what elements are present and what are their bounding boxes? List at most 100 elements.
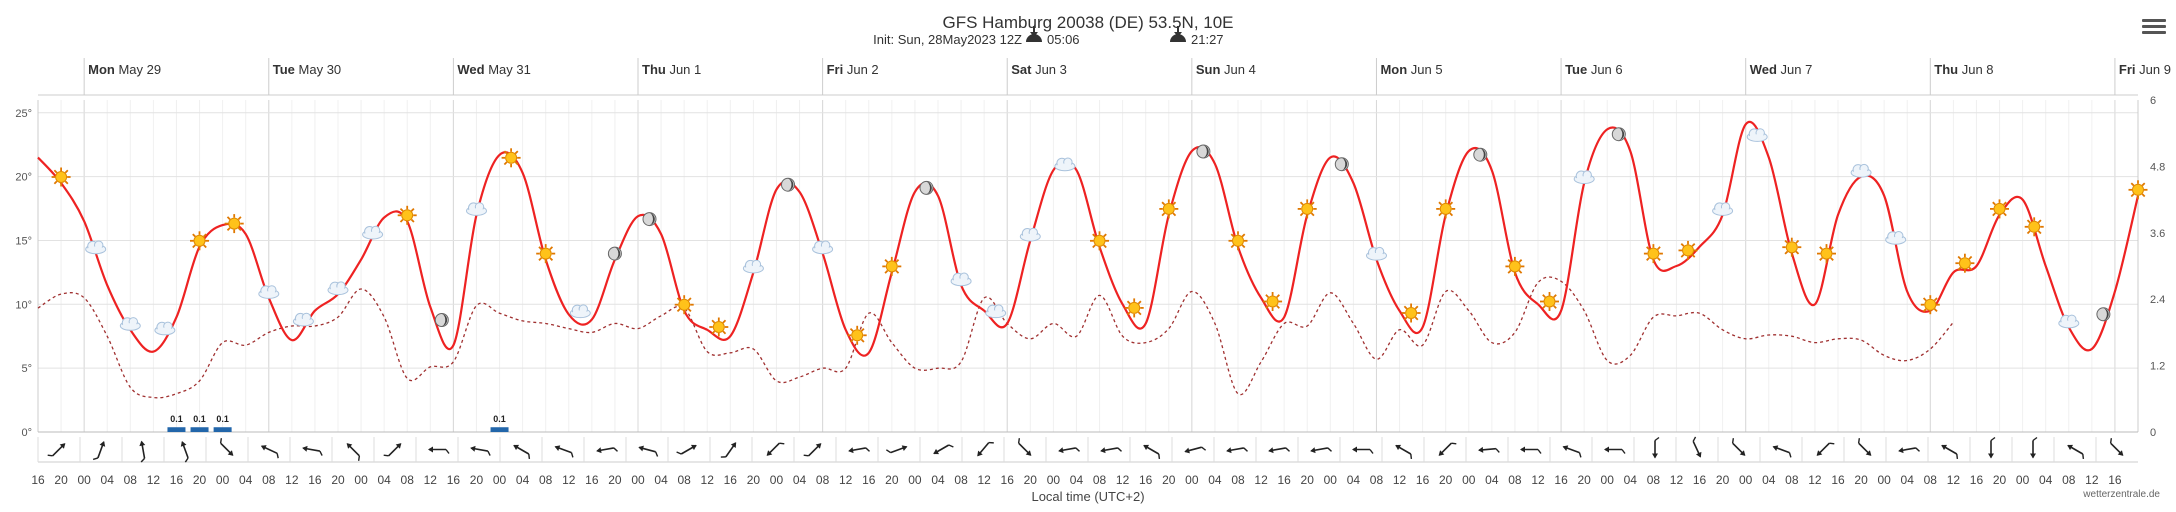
sun-icon xyxy=(1159,199,1179,219)
ytick-right: 4.8 xyxy=(2150,161,2165,173)
moon-icon xyxy=(2096,307,2111,322)
wind-arrow xyxy=(180,441,189,463)
wind-arrow xyxy=(428,446,450,454)
wind-arrow xyxy=(1268,447,1290,454)
wind-arrow xyxy=(676,444,697,455)
sun-icon xyxy=(397,205,417,225)
sunrise-time: 05:06 xyxy=(1047,32,1080,47)
sun-icon xyxy=(1678,240,1698,260)
menu-icon[interactable] xyxy=(2142,16,2166,38)
cloud-icon xyxy=(1850,163,1872,178)
hour-label: 16 xyxy=(585,473,599,487)
hour-label: 12 xyxy=(701,473,715,487)
hour-label: 16 xyxy=(724,473,738,487)
wind-arrow xyxy=(470,445,491,456)
ytick-left: 25° xyxy=(15,108,32,120)
sun-icon xyxy=(674,295,694,315)
ytick-left: 15° xyxy=(15,235,32,247)
wind-arrow xyxy=(139,440,146,463)
wind-arrow xyxy=(1058,447,1080,454)
moon-icon xyxy=(919,180,934,195)
day-label: Sat Jun 3 xyxy=(1011,62,1067,77)
precip-label: 0.1 xyxy=(216,414,229,424)
hour-label: 00 xyxy=(354,473,368,487)
day-label: Fri Jun 2 xyxy=(827,62,879,77)
hour-label: 04 xyxy=(1347,473,1361,487)
hour-label: 04 xyxy=(793,473,807,487)
day-label: Fri Jun 9 xyxy=(2119,62,2171,77)
wind-arrow xyxy=(1520,446,1542,454)
moon-icon xyxy=(1334,157,1349,172)
hour-label: 16 xyxy=(170,473,184,487)
hour-label: 20 xyxy=(1439,473,1453,487)
hour-label: 00 xyxy=(1739,473,1753,487)
precip-bar xyxy=(167,427,186,432)
hour-label: 12 xyxy=(424,473,438,487)
hour-label: 08 xyxy=(2062,473,2076,487)
cloud-icon xyxy=(292,312,314,327)
hour-label: 12 xyxy=(1254,473,1268,487)
hour-label: 12 xyxy=(1116,473,1130,487)
sun-icon xyxy=(1990,199,2009,219)
wind-arrow xyxy=(1310,447,1332,454)
hour-label: 20 xyxy=(470,473,484,487)
hour-label: 08 xyxy=(1093,473,1107,487)
cloud-icon xyxy=(1746,128,1768,142)
sun-icon xyxy=(224,214,244,234)
cloud-icon xyxy=(742,259,764,274)
hour-label: 08 xyxy=(262,473,276,487)
hour-label: 20 xyxy=(331,473,345,487)
sun-icon xyxy=(2024,217,2044,237)
ytick-right: 0 xyxy=(2150,427,2156,439)
cloud-icon xyxy=(327,281,349,296)
hour-label: 16 xyxy=(1001,473,1015,487)
sun-icon xyxy=(1955,253,1975,273)
hour-label: 12 xyxy=(1670,473,1684,487)
sunset-time: 21:27 xyxy=(1191,32,1224,47)
sun-icon xyxy=(882,256,902,276)
cloud-icon xyxy=(2058,314,2080,329)
ytick-left: 20° xyxy=(15,172,32,184)
wind-arrow xyxy=(1604,446,1626,454)
day-label: Mon Jun 5 xyxy=(1380,62,1442,77)
hour-label: 00 xyxy=(1462,473,1476,487)
sun-icon xyxy=(847,325,867,345)
hour-label: 00 xyxy=(493,473,507,487)
moon-icon xyxy=(1196,144,1211,159)
hour-label: 12 xyxy=(1531,473,1545,487)
wind-arrow xyxy=(2030,436,2038,459)
cloud-icon xyxy=(1573,170,1595,184)
wind-arrow xyxy=(47,443,66,457)
hour-label: 16 xyxy=(862,473,876,487)
cloud-icon xyxy=(1885,230,1907,245)
moon-icon xyxy=(607,246,622,261)
cloud-icon xyxy=(362,225,384,240)
hour-label: 20 xyxy=(54,473,68,487)
wind-arrow xyxy=(346,443,361,461)
cloud-icon xyxy=(985,304,1007,319)
hour-label: 00 xyxy=(1185,473,1199,487)
hour-label: 16 xyxy=(1831,473,1845,487)
hour-label: 16 xyxy=(447,473,461,487)
hour-label: 20 xyxy=(885,473,899,487)
hour-label: 16 xyxy=(1139,473,1153,487)
sun-icon xyxy=(1228,231,1248,251)
wind-arrow xyxy=(1816,442,1835,456)
chart-title: GFS Hamburg 20038 (DE) 53.5N, 10E xyxy=(942,13,1233,32)
precip-label: 0.1 xyxy=(493,414,506,424)
hour-label: 16 xyxy=(2108,473,2122,487)
hour-label: 04 xyxy=(516,473,530,487)
precip-label: 0.1 xyxy=(193,414,206,424)
wind-arrow xyxy=(885,445,908,454)
precip-bar xyxy=(490,427,509,432)
wind-arrow xyxy=(1988,436,1996,459)
day-label: Thu Jun 8 xyxy=(1934,62,1993,77)
hour-label: 08 xyxy=(401,473,415,487)
hour-label: 20 xyxy=(193,473,207,487)
wind-arrow xyxy=(2067,444,2085,460)
hour-label: 20 xyxy=(1024,473,1038,487)
hour-label: 04 xyxy=(1901,473,1915,487)
ytick-right: 3.6 xyxy=(2150,228,2165,240)
hour-label: 04 xyxy=(1070,473,1084,487)
